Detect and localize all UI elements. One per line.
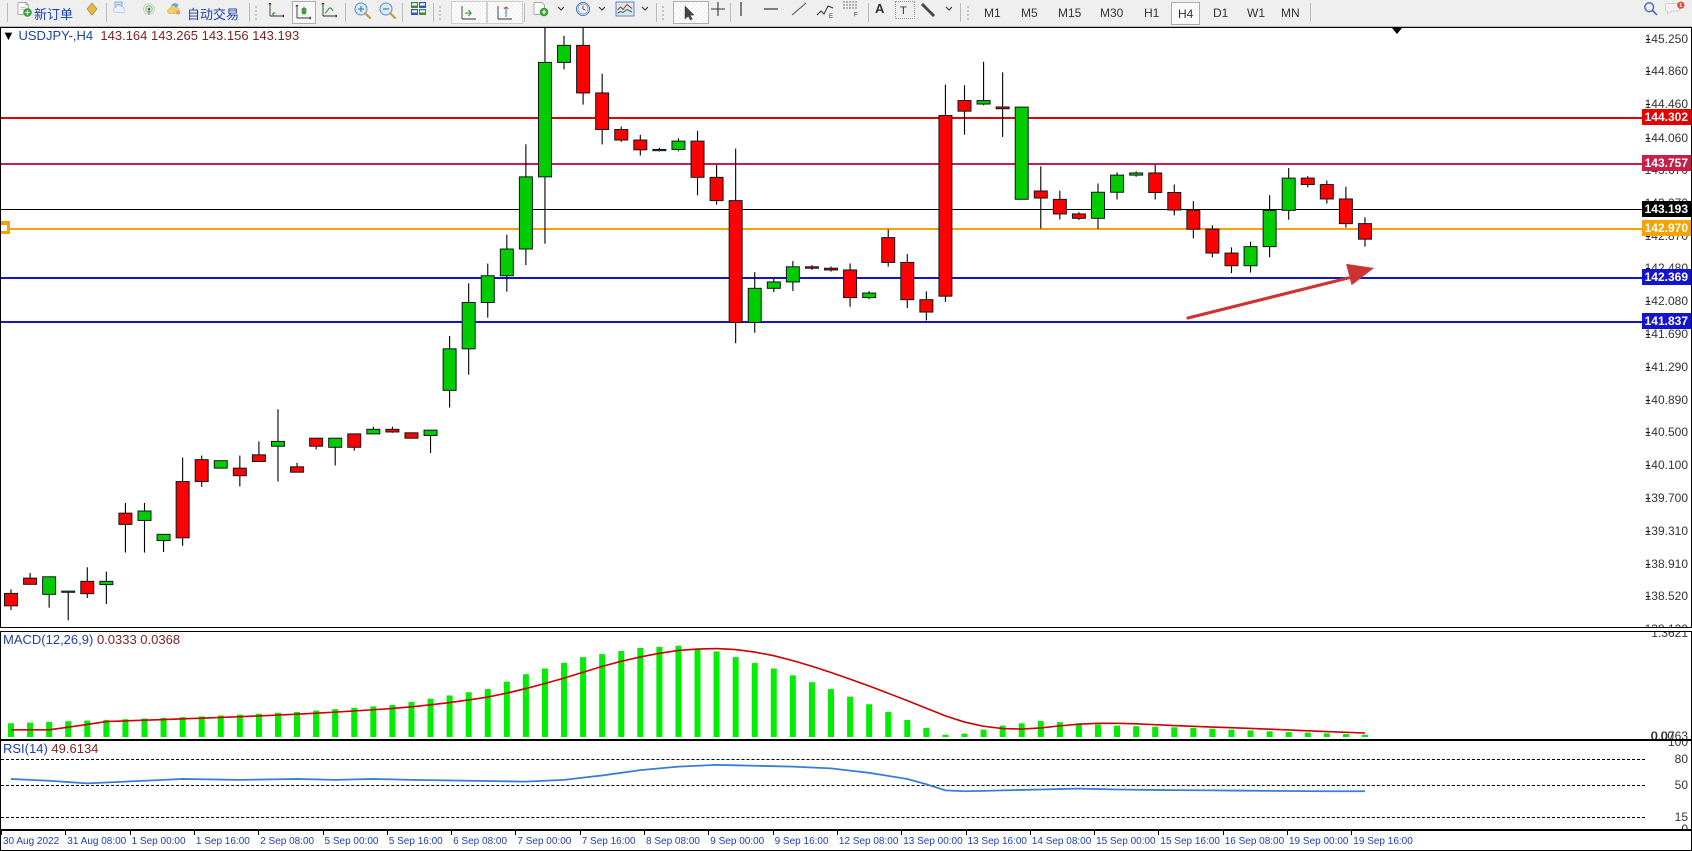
svg-text:T: T [900,5,907,16]
svg-text:E: E [829,14,833,19]
svg-text:A: A [875,1,885,16]
svg-text:F: F [854,13,858,18]
